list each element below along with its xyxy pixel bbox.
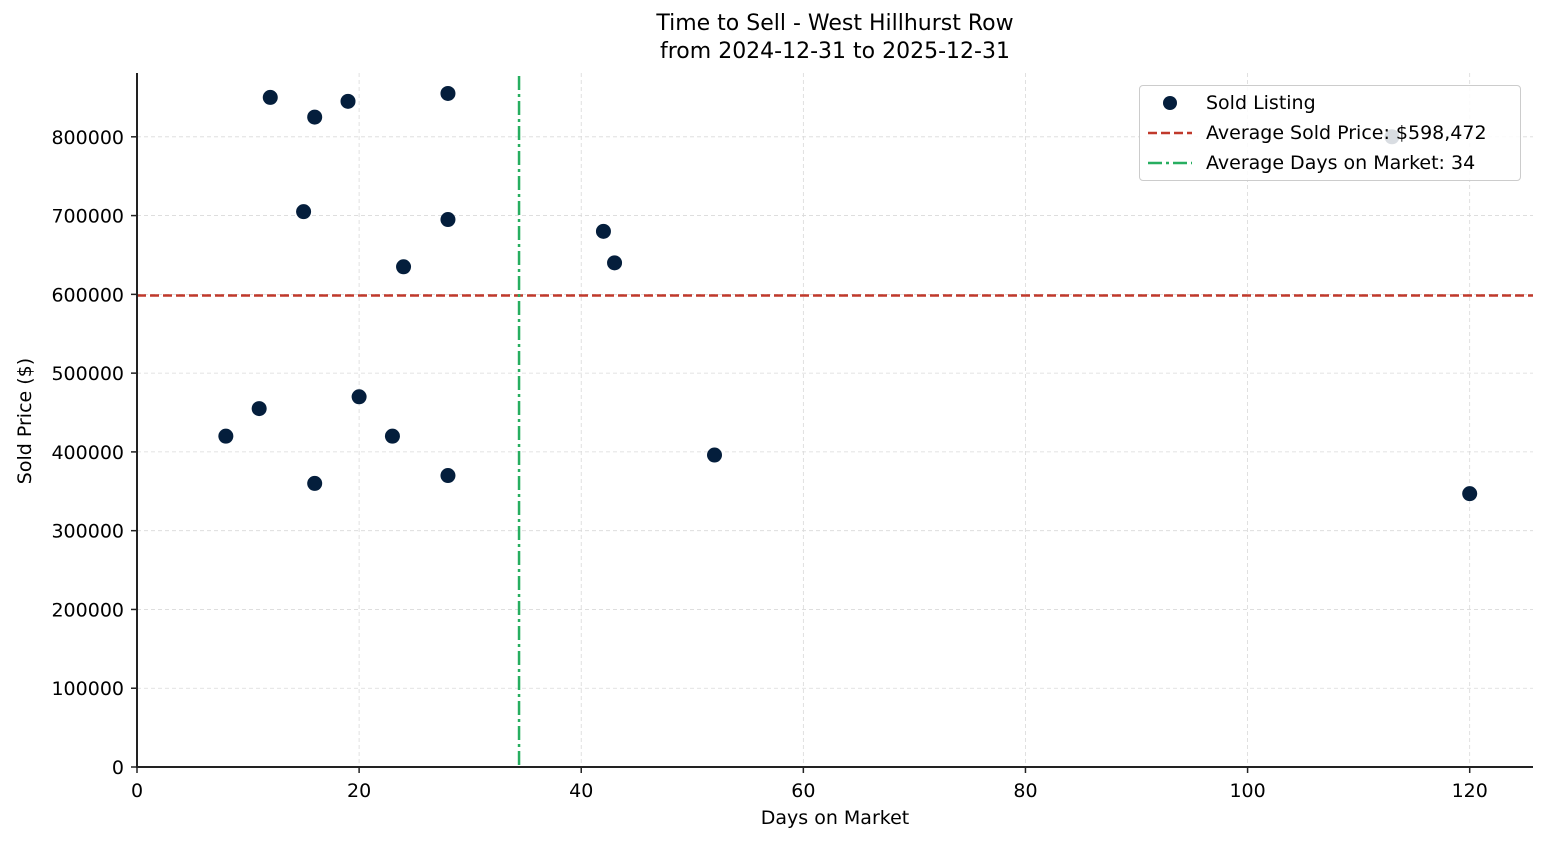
dot-marker-icon xyxy=(1146,93,1194,113)
y-tick-label: 800000 xyxy=(51,127,124,149)
data-point xyxy=(251,401,267,417)
data-point xyxy=(595,223,611,239)
legend-item-average-days: Average Days on Market: 34 xyxy=(1140,148,1475,178)
y-tick-label: 700000 xyxy=(51,206,124,228)
chart-title: Time to Sell - West Hillhurst Row xyxy=(656,11,1014,36)
data-point xyxy=(307,109,323,125)
legend-label: Average Sold Price: $598,472 xyxy=(1206,122,1487,144)
data-point xyxy=(218,428,234,444)
data-point xyxy=(340,93,356,109)
dashed-line-icon xyxy=(1146,128,1194,138)
y-axis-label: Sold Price ($) xyxy=(14,357,36,485)
data-point xyxy=(607,255,623,271)
dashdot-line-icon xyxy=(1146,158,1194,168)
y-tick-label: 500000 xyxy=(51,363,124,385)
x-tick-label: 100 xyxy=(1229,780,1265,802)
x-axis-label: Days on Market xyxy=(760,807,910,829)
data-point xyxy=(351,389,367,405)
legend-label: Average Days on Market: 34 xyxy=(1206,152,1476,174)
y-tick-label: 100000 xyxy=(51,678,124,700)
legend-label: Sold Listing xyxy=(1206,92,1316,114)
data-point xyxy=(296,204,312,220)
x-tick-label: 80 xyxy=(1013,780,1037,802)
x-tick-label: 20 xyxy=(347,780,371,802)
x-tick-label: 60 xyxy=(791,780,815,802)
x-tick-label: 120 xyxy=(1452,780,1488,802)
data-point xyxy=(707,447,723,463)
data-point xyxy=(262,89,278,105)
data-point xyxy=(440,468,456,484)
data-point xyxy=(440,212,456,228)
data-point xyxy=(384,428,400,444)
data-point xyxy=(1462,486,1478,502)
legend: Sold Listing Average Sold Price: $598,47… xyxy=(1139,85,1521,181)
y-tick-label: 600000 xyxy=(51,284,124,306)
data-point xyxy=(440,85,456,101)
x-tick-label: 40 xyxy=(569,780,593,802)
y-tick-label: 0 xyxy=(112,757,124,779)
data-point xyxy=(396,259,412,275)
legend-item-average-price: Average Sold Price: $598,472 xyxy=(1140,118,1487,148)
y-tick-label: 400000 xyxy=(51,442,124,464)
chart-subtitle: from 2024-12-31 to 2025-12-31 xyxy=(660,39,1010,64)
data-point xyxy=(307,475,323,491)
x-tick-label: 0 xyxy=(131,780,143,802)
y-tick-label: 300000 xyxy=(51,521,124,543)
y-tick-label: 200000 xyxy=(51,599,124,621)
legend-item-sold-listing: Sold Listing xyxy=(1140,88,1316,118)
